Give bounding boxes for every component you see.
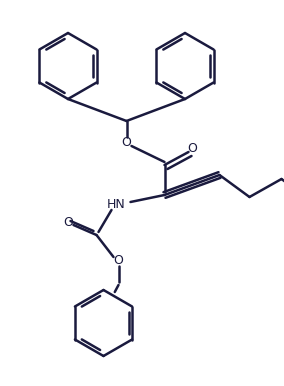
Text: O: O [114,254,124,267]
Text: O: O [187,142,197,156]
Text: O: O [64,217,74,230]
Text: HN: HN [107,198,126,212]
Text: O: O [122,137,131,149]
